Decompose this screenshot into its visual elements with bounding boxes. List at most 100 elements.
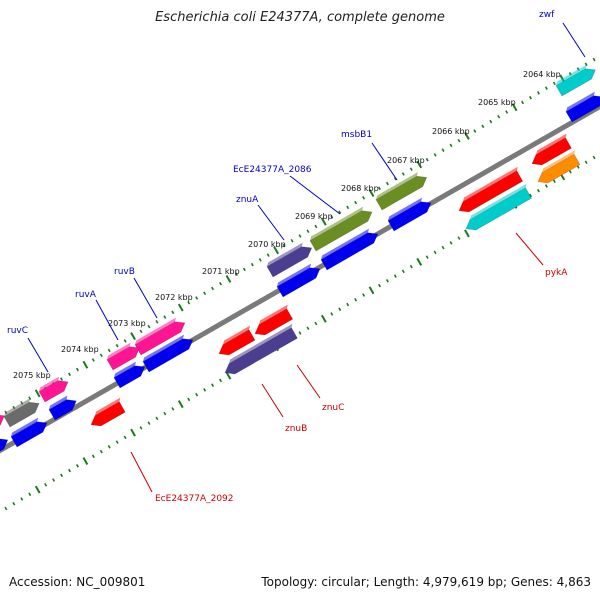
gene-label-msbB1[interactable]: msbB1 <box>341 130 372 140</box>
scale-dot <box>393 274 397 278</box>
scale-dot <box>449 143 453 148</box>
gene-zwf[interactable] <box>555 68 596 97</box>
scale-dot <box>258 258 262 262</box>
gene-blue-1[interactable] <box>565 95 600 123</box>
gene-label-EcE24377A_2086[interactable]: EcE24377A_2086 <box>233 165 312 175</box>
scale-dot <box>314 321 318 326</box>
scale-dot <box>544 184 548 188</box>
scale-dot <box>67 372 71 377</box>
scale-dot <box>505 110 509 114</box>
kbp-label: 2064 kbp <box>523 70 561 79</box>
scale-dot <box>568 169 572 174</box>
scale-dot <box>139 329 143 334</box>
gene-blue-6-bevel <box>114 361 136 378</box>
gene-blue-4[interactable] <box>276 267 321 298</box>
gene-blue-3[interactable] <box>320 232 379 271</box>
gene-ruvC[interactable] <box>3 401 40 428</box>
scale-dot <box>473 129 477 133</box>
scale-tick-major <box>464 229 470 238</box>
gene-pykA-red[interactable] <box>458 170 524 213</box>
gene-blue-2[interactable] <box>387 201 432 232</box>
forward-gene-labels: zwf msbB1 EcE24377A_2086 znuA ruvB ruvA … <box>7 10 586 373</box>
gene-label-znuB[interactable]: znuB <box>285 424 307 434</box>
scale-tick-major <box>82 360 89 369</box>
kbp-label: 2067 kbp <box>387 156 425 165</box>
gene-label-EcE24377A_2092[interactable]: EcE24377A_2092 <box>155 494 234 504</box>
gene-ruvA[interactable] <box>106 346 140 371</box>
gene-red-3[interactable] <box>218 329 256 356</box>
gene-blue-8[interactable] <box>10 421 48 448</box>
scale-dot <box>219 378 223 383</box>
scale-dot <box>67 468 71 473</box>
scale-dot <box>4 506 8 511</box>
scale-dot <box>497 114 501 119</box>
gene-EcE24377A_2092[interactable] <box>90 401 126 427</box>
scale-dot <box>187 397 191 402</box>
gene-blue-1-bevel <box>566 91 595 112</box>
kbp-label: 2070 kbp <box>248 240 286 249</box>
kbp-label: 2072 kbp <box>155 293 193 302</box>
gene-label-pykA[interactable]: pykA <box>545 268 568 278</box>
kbp-label: 2073 kbp <box>108 319 146 328</box>
scale-dot <box>529 193 533 198</box>
scale-dot <box>211 286 215 291</box>
gene-blue-4-bevel <box>277 263 312 287</box>
scale-dot <box>592 155 596 160</box>
gene-blue-6[interactable] <box>113 365 146 389</box>
label-leader <box>371 142 398 181</box>
gene-znuB[interactable] <box>224 327 298 375</box>
scale-dot <box>441 148 445 152</box>
scale-dot <box>91 454 95 459</box>
scale-dot <box>60 473 64 478</box>
scale-dot <box>346 205 350 210</box>
gene-pykA[interactable] <box>465 187 532 231</box>
gene-label-ruvC[interactable]: ruvC <box>7 326 28 336</box>
gene-blue-5[interactable] <box>142 338 194 373</box>
gene-blue-7[interactable] <box>48 399 77 421</box>
gene-blue-3-bevel <box>321 228 369 260</box>
gene-edge[interactable] <box>0 414 5 431</box>
scale-dot <box>552 81 556 86</box>
gene-znuB-bevel <box>229 323 293 364</box>
gene-ruvC-upstream[interactable] <box>38 380 69 403</box>
kbp-label: 2069 kbp <box>295 212 333 221</box>
gene-label-znuC[interactable]: znuC <box>322 403 344 413</box>
scale-dot <box>536 188 540 193</box>
scale-dot <box>195 296 199 300</box>
gene-msbB1[interactable] <box>375 175 428 211</box>
scale-dot <box>362 196 366 200</box>
scale-dot <box>385 181 389 186</box>
gene-label-zwf[interactable]: zwf <box>539 10 555 20</box>
kbp-label: 2066 kbp <box>432 127 470 136</box>
scale-dot <box>99 353 103 358</box>
map-title: Escherichia coli E24377A, complete genom… <box>155 10 445 25</box>
scale-tick-major <box>34 389 41 398</box>
gene-EcE24377A_2086[interactable] <box>309 210 373 252</box>
scale-dot <box>211 383 215 387</box>
kbp-labels: 2064 kbp 2065 kbp 2066 kbp 2067 kbp 2068… <box>13 70 561 380</box>
scale-tick-major <box>511 103 518 112</box>
scale-dot <box>282 243 286 248</box>
gene-znuC-red[interactable] <box>254 308 294 336</box>
scale-dot <box>481 124 485 129</box>
genome-summary: Topology: circular; Length: 4,979,619 bp… <box>261 575 591 589</box>
gene-msbB1-bevel <box>376 172 418 200</box>
scale-tick-major <box>34 485 41 494</box>
scale-dot <box>401 172 405 176</box>
scale-dot <box>393 176 397 181</box>
scale-dot <box>219 281 223 286</box>
gene-blue-9[interactable] <box>0 438 9 457</box>
scale-dot <box>544 86 548 90</box>
scale-dot <box>433 250 437 255</box>
scale-dot <box>377 283 381 288</box>
scale-dot <box>441 245 445 250</box>
gene-label-znuA[interactable]: znuA <box>236 195 259 205</box>
gene-label-ruvA[interactable]: ruvA <box>75 290 97 300</box>
scale-dot <box>147 324 151 329</box>
gene-znuA[interactable] <box>266 246 313 278</box>
gene-ruvB[interactable] <box>134 321 186 356</box>
scale-dot <box>354 298 358 302</box>
gene-label-ruvB[interactable]: ruvB <box>114 267 135 277</box>
scale-dot <box>75 367 79 372</box>
